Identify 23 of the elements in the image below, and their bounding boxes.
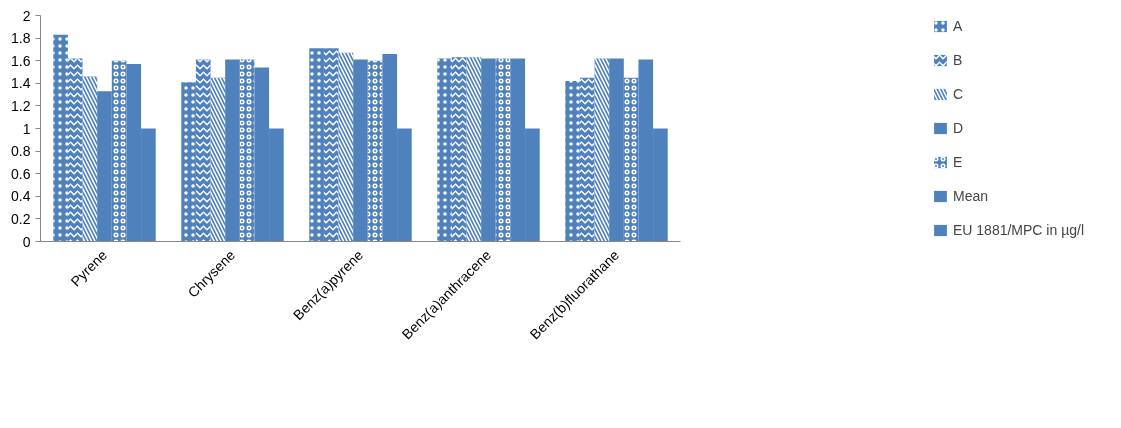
bar xyxy=(225,59,240,242)
bar xyxy=(353,59,368,242)
bar xyxy=(481,58,496,242)
y-tick-label: 1.8 xyxy=(11,30,31,47)
y-tick-label: 1.2 xyxy=(11,97,31,114)
y-tick-label: 1 xyxy=(22,120,31,137)
legend-label: A xyxy=(952,18,964,34)
legend-label: EU 1881/MPC in µg/l xyxy=(952,222,1085,238)
y-tick-label: 2 xyxy=(22,7,31,24)
y-tick-label: 0.2 xyxy=(11,210,31,227)
bar xyxy=(97,91,112,242)
y-tick-label: 0.6 xyxy=(11,165,31,182)
y-tick-label: 0.4 xyxy=(11,188,31,205)
y-tick-label: 0.8 xyxy=(11,143,31,160)
bar xyxy=(609,58,624,242)
legend-label: Mean xyxy=(952,188,989,204)
y-tick-label: 1.6 xyxy=(11,52,31,69)
y-tick-label: 0 xyxy=(22,233,31,250)
y-tick-label: 1.4 xyxy=(11,75,31,92)
legend-label: C xyxy=(952,86,965,102)
legend-label: D xyxy=(952,120,965,136)
legend-label: B xyxy=(952,52,964,68)
legend-label: E xyxy=(952,154,964,170)
